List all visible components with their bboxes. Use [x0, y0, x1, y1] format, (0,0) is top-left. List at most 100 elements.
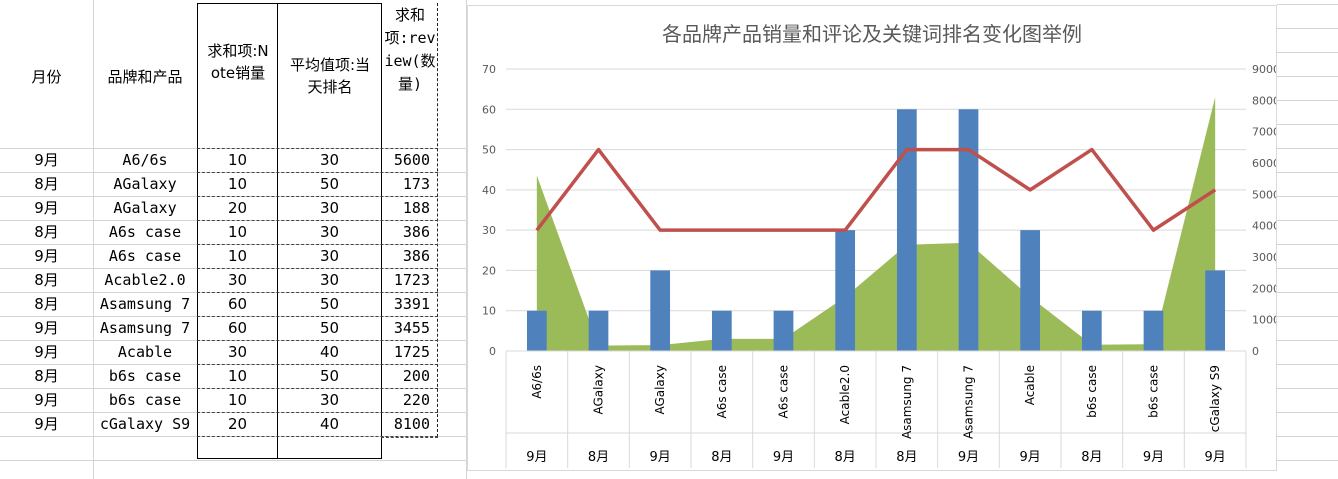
month-cell[interactable]: 9月	[34, 151, 59, 169]
avg-rank-cell[interactable]: 30	[319, 151, 340, 169]
review-count-cell[interactable]: 173	[402, 175, 430, 193]
note-sales-cell[interactable]: 10	[227, 367, 248, 385]
note-sales-cell[interactable]: 60	[227, 319, 248, 337]
left-axis-tick-label: 10	[482, 305, 496, 318]
left-axis-tick-label: 20	[482, 264, 496, 277]
left-axis-tick-label: 70	[482, 63, 496, 76]
month-group-label: 9月	[1205, 450, 1226, 465]
avg-rank-cell[interactable]: 30	[319, 223, 340, 241]
product-cell[interactable]: A6s case	[108, 223, 182, 241]
note-sales-cell[interactable]: 10	[227, 151, 248, 169]
avg-rank-cell[interactable]: 50	[319, 175, 340, 193]
review-count-cell[interactable]: 220	[402, 391, 430, 409]
review-count-cell[interactable]: 1723	[393, 271, 430, 289]
row-gridline	[1277, 124, 1338, 125]
avg-rank-cell[interactable]: 50	[319, 319, 340, 337]
avg-rank-cell[interactable]: 40	[319, 415, 340, 433]
month-group-label: 8月	[835, 450, 856, 465]
review-count-cell[interactable]: 8100	[393, 415, 430, 433]
category-label: AGalaxy	[592, 365, 606, 415]
header-avg-rank: 平均值项:当天排名	[289, 56, 371, 96]
month-cell[interactable]: 8月	[34, 367, 59, 385]
row-separator	[197, 364, 438, 365]
row-gridline	[1277, 52, 1338, 53]
row-separator	[197, 148, 438, 149]
avg-rank-cell[interactable]: 30	[319, 271, 340, 289]
avg-rank-cell[interactable]: 30	[319, 391, 340, 409]
note-sales-cell[interactable]: 10	[227, 391, 248, 409]
note-sales-cell[interactable]: 60	[227, 295, 248, 313]
product-cell[interactable]: Acable2.0	[104, 271, 186, 289]
category-label: A6s case	[715, 365, 729, 419]
bar-note-sales	[588, 310, 609, 351]
month-cell[interactable]: 9月	[34, 343, 59, 361]
chart-title: 各品牌产品销量和评论及关键词排名变化图举例	[662, 22, 1082, 46]
product-cell[interactable]: Asamsung 7	[99, 319, 191, 337]
left-axis-tick-label: 60	[482, 103, 496, 116]
chart-plot: 0 10 20 30 40 50 60 70 0 1000 2000 3000 4000 5000 6000…	[482, 63, 1276, 468]
pivot-column-divider	[277, 3, 278, 459]
product-cell[interactable]: b6s case	[108, 391, 182, 409]
product-cell[interactable]: AGalaxy	[113, 175, 177, 193]
review-count-cell[interactable]: 386	[402, 247, 430, 265]
product-cell[interactable]: A6s case	[108, 247, 182, 265]
month-group-label: 8月	[588, 450, 609, 465]
note-sales-cell[interactable]: 20	[227, 415, 248, 433]
month-cell[interactable]: 8月	[34, 271, 59, 289]
product-cell[interactable]: A6/6s	[122, 151, 168, 169]
month-cell[interactable]: 9月	[34, 247, 59, 265]
product-cell[interactable]: cGalaxy S9	[99, 415, 191, 433]
note-sales-cell[interactable]: 10	[227, 175, 248, 193]
avg-rank-cell[interactable]: 30	[319, 247, 340, 265]
header-product: 品牌和产品	[107, 68, 183, 86]
review-count-cell[interactable]: 3391	[393, 295, 430, 313]
note-sales-cell[interactable]: 30	[227, 343, 248, 361]
month-cell[interactable]: 8月	[34, 223, 59, 241]
category-label: Asamsung 7	[900, 365, 914, 439]
combo-chart[interactable]: 各品牌产品销量和评论及关键词排名变化图举例 0 10 20 30 40 50 60 70 0 10…	[467, 5, 1277, 471]
avg-rank-cell[interactable]: 30	[319, 199, 340, 217]
month-group-label: 9月	[958, 450, 979, 465]
month-cell[interactable]: 8月	[34, 175, 59, 193]
category-label: Acable	[1023, 365, 1037, 405]
product-cell[interactable]: b6s case	[108, 367, 182, 385]
row-gridline	[1277, 4, 1338, 5]
month-cell[interactable]: 8月	[34, 295, 59, 313]
note-sales-cell[interactable]: 10	[227, 223, 248, 241]
review-count-cell[interactable]: 5600	[393, 151, 430, 169]
row-gridline	[1277, 148, 1338, 149]
left-axis-tick-label: 40	[482, 184, 496, 197]
avg-rank-cell[interactable]: 50	[319, 367, 340, 385]
bar-note-sales	[650, 270, 671, 351]
review-count-cell[interactable]: 386	[402, 223, 430, 241]
review-count-cell[interactable]: 3455	[393, 319, 430, 337]
review-count-cell[interactable]: 1725	[393, 343, 430, 361]
month-group-label: 9月	[1020, 450, 1041, 465]
review-count-cell[interactable]: 188	[402, 199, 430, 217]
review-count-cell[interactable]: 200	[402, 367, 430, 385]
category-label: cGalaxy S9	[1208, 365, 1222, 432]
product-cell[interactable]: AGalaxy	[113, 199, 177, 217]
bar-note-sales	[896, 109, 917, 352]
bar-note-sales	[711, 310, 732, 351]
row-separator	[197, 244, 438, 245]
avg-rank-cell[interactable]: 50	[319, 295, 340, 313]
left-axis-tick-label: 50	[482, 144, 496, 157]
column-gridline	[466, 0, 467, 479]
month-cell[interactable]: 9月	[34, 415, 59, 433]
note-sales-cell[interactable]: 20	[227, 199, 248, 217]
bar-note-sales	[1205, 270, 1226, 351]
category-label: Acable2.0	[838, 365, 852, 424]
category-label: A6s case	[777, 365, 791, 419]
row-separator	[197, 316, 438, 317]
month-cell[interactable]: 9月	[34, 319, 59, 337]
avg-rank-cell[interactable]: 40	[319, 343, 340, 361]
month-cell[interactable]: 9月	[34, 199, 59, 217]
month-cell[interactable]: 9月	[34, 391, 59, 409]
note-sales-cell[interactable]: 10	[227, 247, 248, 265]
note-sales-cell[interactable]: 30	[227, 271, 248, 289]
product-cell[interactable]: Asamsung 7	[99, 295, 191, 313]
pivot-column-divider	[381, 3, 382, 459]
product-cell[interactable]: Acable	[117, 343, 173, 361]
